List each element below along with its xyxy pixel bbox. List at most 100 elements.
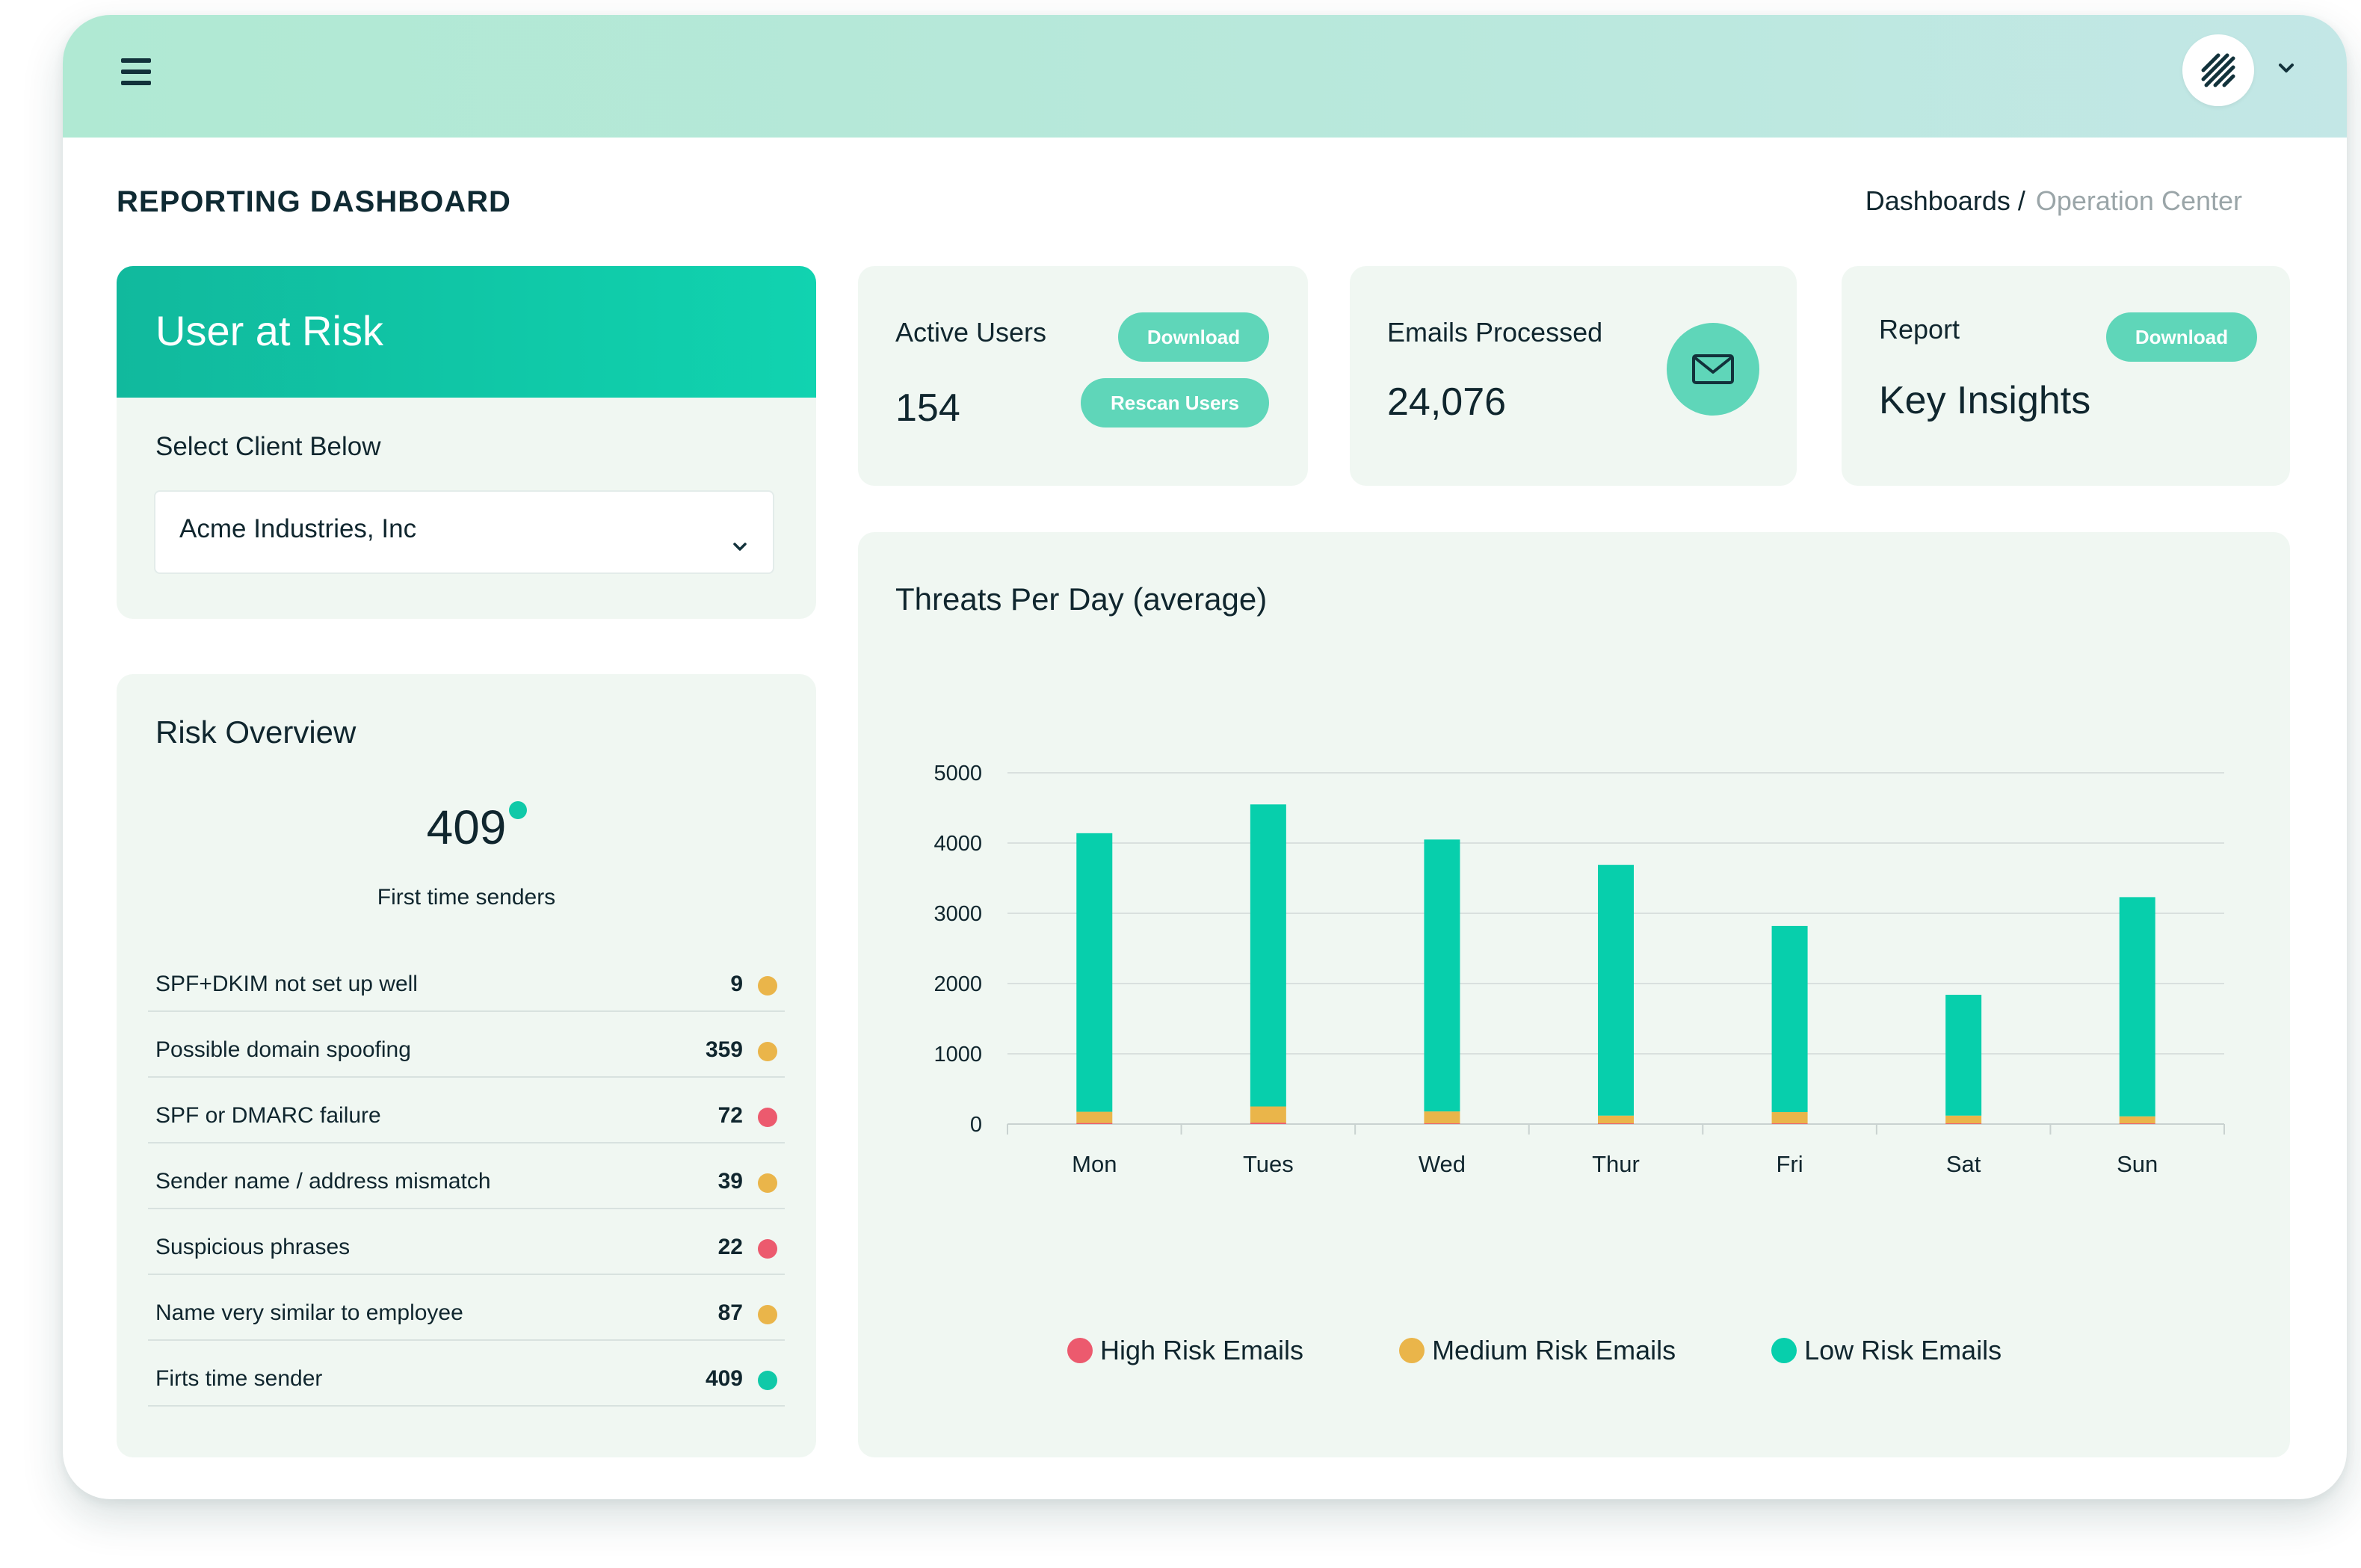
mail-icon <box>1667 323 1759 416</box>
legend-item[interactable]: Medium Risk Emails <box>1399 1335 1676 1366</box>
first-time-senders-label: First time senders <box>377 885 556 910</box>
emails-processed-card: Emails Processed 24,076 <box>1350 266 1797 486</box>
risk-row: Firts time sender 409 <box>148 1341 785 1407</box>
active-users-label: Active Users <box>895 317 1047 348</box>
user-at-risk-title: User at Risk <box>117 266 816 398</box>
y-tick-label: 3000 <box>933 902 982 926</box>
risk-row-value: 39 <box>717 1169 743 1194</box>
risk-row-value: 22 <box>717 1235 743 1259</box>
risk-row: SPF+DKIM not set up well 9 <box>148 946 785 1012</box>
report-label: Report <box>1879 314 1960 345</box>
first-time-senders-count: 409 <box>426 800 507 854</box>
top-bar <box>63 15 2347 138</box>
risk-severity-dot <box>758 1108 777 1127</box>
bar-medium-risk-emails-sat[interactable] <box>1945 1115 1982 1124</box>
stripes-logo-icon[interactable] <box>2182 34 2254 106</box>
emails-processed-value: 24,076 <box>1387 380 1507 424</box>
bar-high-risk-emails-sat[interactable] <box>1945 1123 1982 1124</box>
bar-low-risk-emails-mon[interactable] <box>1076 833 1113 1112</box>
risk-severity-dot <box>758 1042 777 1061</box>
bar-low-risk-emails-wed[interactable] <box>1424 839 1460 1112</box>
bar-high-risk-emails-wed[interactable] <box>1424 1123 1460 1124</box>
x-tick-label: Fri <box>1776 1151 1803 1177</box>
rescan-users-button[interactable]: Rescan Users <box>1081 378 1269 428</box>
user-at-risk-card: User at Risk Select Client Below Acme In… <box>117 266 816 619</box>
bar-medium-risk-emails-fri[interactable] <box>1771 1112 1808 1124</box>
chart-title: Threats Per Day (average) <box>895 581 1268 617</box>
active-users-value: 154 <box>895 386 960 430</box>
threats-bar-chart: 0 1000 2000 3000 4000 5000 Mon Tues Wed Thur Fri Sa… <box>933 762 2225 1177</box>
risk-row-label: Firts time sender <box>155 1366 323 1391</box>
risk-row-value: 359 <box>705 1037 743 1062</box>
y-tick-label: 1000 <box>933 1043 982 1067</box>
legend-label: Medium Risk Emails <box>1432 1335 1676 1365</box>
bar-low-risk-emails-thur[interactable] <box>1598 865 1634 1116</box>
bar-medium-risk-emails-mon[interactable] <box>1076 1111 1113 1123</box>
legend-item[interactable]: High Risk Emails <box>1067 1335 1303 1366</box>
bar-medium-risk-emails-wed[interactable] <box>1424 1111 1460 1124</box>
chart-legend: High Risk Emails Medium Risk Emails Low Ri… <box>1067 1335 2114 1366</box>
risk-row-value: 409 <box>705 1366 743 1391</box>
risk-severity-dot <box>758 1371 777 1390</box>
y-tick-label: 4000 <box>933 832 982 856</box>
legend-label: Low Risk Emails <box>1804 1335 2002 1365</box>
risk-row-value: 87 <box>717 1300 743 1325</box>
bar-high-risk-emails-tues[interactable] <box>1250 1123 1286 1124</box>
x-tick-label: Tues <box>1243 1151 1294 1177</box>
bar-high-risk-emails-thur[interactable] <box>1598 1123 1634 1124</box>
client-select[interactable]: Acme Industries, Inc <box>154 490 774 574</box>
x-tick-label: Thur <box>1592 1151 1640 1177</box>
bar-low-risk-emails-sat[interactable] <box>1945 995 1982 1116</box>
download-report-button[interactable]: Download <box>2106 312 2257 362</box>
threats-chart-card: Threats Per Day (average) 0 1000 2000 3000 4… <box>858 532 2290 1457</box>
bar-low-risk-emails-tues[interactable] <box>1250 804 1286 1107</box>
risk-row: Name very similar to employee 87 <box>148 1275 785 1341</box>
select-client-label: Select Client Below <box>155 432 381 461</box>
chevron-down-icon[interactable] <box>2275 57 2297 79</box>
risk-row-label: Name very similar to employee <box>155 1300 463 1325</box>
legend-label: High Risk Emails <box>1100 1335 1304 1365</box>
bar-high-risk-emails-mon[interactable] <box>1076 1123 1113 1124</box>
legend-swatch <box>1399 1338 1425 1363</box>
client-select-value: Acme Industries, Inc <box>179 514 417 543</box>
status-dot <box>509 801 528 819</box>
risk-row: Suspicious phrases 22 <box>148 1209 785 1275</box>
legend-swatch <box>1771 1338 1797 1363</box>
risk-overview-title: Risk Overview <box>155 714 357 750</box>
risk-severity-dot <box>758 1305 777 1324</box>
y-tick-label: 0 <box>970 1113 982 1137</box>
risk-row-label: Possible domain spoofing <box>155 1037 411 1062</box>
bar-medium-risk-emails-thur[interactable] <box>1598 1115 1634 1124</box>
x-tick-label: Mon <box>1072 1151 1117 1177</box>
x-tick-label: Sun <box>2117 1151 2158 1177</box>
risk-severity-dot <box>758 1239 777 1259</box>
bar-high-risk-emails-fri[interactable] <box>1771 1123 1808 1124</box>
risk-row-value: 72 <box>717 1103 743 1128</box>
active-users-card: Active Users 154 Download Rescan Users <box>858 266 1308 486</box>
breadcrumb-dashboards[interactable]: Dashboards / <box>1865 185 2025 216</box>
breadcrumb: Dashboards / Operation Center <box>1865 185 2242 217</box>
bar-high-risk-emails-sun[interactable] <box>2119 1123 2155 1124</box>
report-title: Key Insights <box>1879 379 2091 422</box>
legend-item[interactable]: Low Risk Emails <box>1771 1335 2002 1366</box>
hamburger-menu-icon[interactable] <box>121 58 151 85</box>
risk-overview-card: Risk Overview 409 First time senders SPF… <box>117 674 816 1457</box>
risk-row-label: SPF+DKIM not set up well <box>155 972 418 996</box>
report-card: Report Key Insights Download <box>1842 266 2290 486</box>
risk-list: SPF+DKIM not set up well 9 Possible domain… <box>148 946 785 1407</box>
chevron-down-icon <box>732 529 747 559</box>
page-title: REPORTING DASHBOARD <box>117 185 511 218</box>
y-tick-label: 5000 <box>933 762 982 785</box>
bar-low-risk-emails-fri[interactable] <box>1771 925 1808 1113</box>
bar-medium-risk-emails-tues[interactable] <box>1250 1106 1286 1123</box>
bar-medium-risk-emails-sun[interactable] <box>2119 1116 2155 1124</box>
risk-row-label: Sender name / address mismatch <box>155 1169 491 1194</box>
risk-row: SPF or DMARC failure 72 <box>148 1078 785 1143</box>
risk-severity-dot <box>758 1173 777 1193</box>
download-users-button[interactable]: Download <box>1118 312 1269 362</box>
bar-low-risk-emails-sun[interactable] <box>2119 897 2155 1117</box>
breadcrumb-operation-center: Operation Center <box>2035 185 2242 216</box>
x-tick-label: Wed <box>1419 1151 1466 1177</box>
risk-row-label: SPF or DMARC failure <box>155 1103 381 1128</box>
emails-processed-label: Emails Processed <box>1387 317 1603 348</box>
